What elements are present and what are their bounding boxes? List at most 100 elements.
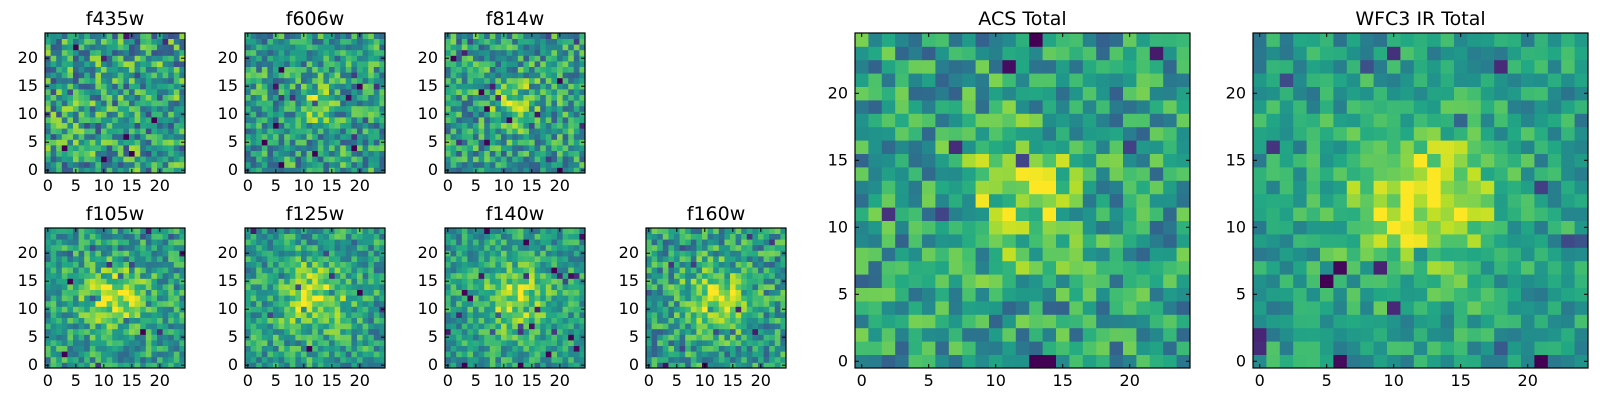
heatmap-cell — [1029, 274, 1043, 288]
heatmap-cell — [84, 72, 91, 79]
heatmap-cell — [151, 256, 158, 262]
heatmap-cell — [506, 89, 513, 95]
heatmap-cell — [484, 323, 491, 330]
heatmap-cell — [117, 356, 124, 363]
heatmap-cell — [89, 100, 96, 107]
heatmap-cell — [707, 228, 714, 234]
heatmap-cell — [295, 66, 302, 73]
heatmap-cell — [724, 244, 731, 251]
heatmap-cell — [306, 49, 313, 56]
heatmap-cell — [351, 139, 358, 146]
heatmap-cell — [351, 272, 358, 279]
heatmap-cell — [340, 267, 347, 274]
y-tick-label: 20 — [18, 48, 38, 67]
heatmap-cell — [134, 284, 141, 290]
heatmap-cell — [1029, 314, 1043, 329]
heatmap-cell — [278, 295, 285, 302]
heatmap-cell — [763, 317, 770, 324]
heatmap-cell — [484, 38, 491, 45]
heatmap-cell — [696, 261, 703, 268]
heatmap-cell — [523, 117, 530, 123]
heatmap-cells — [445, 33, 586, 174]
heatmap-cell — [323, 340, 330, 346]
heatmap-cell — [484, 55, 491, 62]
heatmap-cell — [129, 128, 135, 135]
heatmap-cell — [461, 284, 468, 290]
heatmap-cell — [467, 44, 474, 51]
heatmap-cell — [573, 44, 580, 51]
heatmap-cell — [702, 261, 708, 268]
heatmap-cell — [78, 289, 85, 296]
heatmap-cell — [657, 295, 664, 302]
heatmap-cell — [758, 295, 764, 302]
heatmap-cell — [261, 295, 268, 302]
heatmap-cell — [461, 100, 468, 107]
heatmap-cell — [707, 340, 714, 346]
heatmap-cell — [256, 156, 263, 163]
heatmap-cell — [250, 228, 257, 234]
heatmap-cell — [545, 44, 552, 51]
heatmap-cell — [357, 284, 363, 290]
heatmap-cell — [351, 77, 358, 84]
heatmap-cell — [456, 328, 463, 335]
heatmap-cell — [317, 345, 324, 352]
heatmap-cell — [168, 66, 175, 73]
heatmap-cell — [534, 133, 541, 140]
heatmap-cell — [501, 233, 507, 240]
heatmap-cell — [173, 44, 180, 51]
heatmap-cell — [730, 356, 736, 363]
heatmap-cell — [512, 334, 519, 341]
heatmap-cell — [145, 356, 152, 363]
heatmap-cell — [495, 167, 502, 174]
heatmap-cell — [774, 250, 781, 257]
heatmap-cell — [329, 139, 335, 146]
heatmap-cell — [752, 289, 759, 296]
heatmap-cell — [478, 49, 485, 56]
heatmap-cell — [373, 33, 380, 39]
heatmap-cell — [512, 362, 519, 369]
heatmap-cell — [340, 244, 347, 251]
heatmap-cell — [373, 328, 380, 335]
heatmap-cell — [145, 256, 152, 262]
heatmap-cell — [1136, 301, 1151, 315]
heatmap-cell — [289, 323, 296, 330]
heatmap-cell — [746, 323, 753, 330]
heatmap-cell — [168, 156, 175, 163]
heatmap-cell — [529, 267, 535, 274]
heatmap-cell — [368, 133, 375, 140]
heatmap-cell — [351, 133, 358, 140]
heatmap-cell — [741, 306, 748, 313]
heatmap-cell — [1069, 247, 1084, 262]
heatmap-cell — [278, 128, 285, 135]
heatmap-cell — [134, 111, 141, 118]
heatmap-cell — [134, 150, 141, 157]
heatmap-cell — [501, 278, 507, 285]
heatmap-cell — [89, 328, 96, 335]
heatmap-cell — [173, 89, 180, 95]
heatmap-cell — [975, 234, 990, 248]
heatmap-cell — [323, 362, 330, 369]
heatmap-cell — [467, 340, 474, 346]
heatmap-cell — [261, 345, 268, 352]
heatmap-cell — [1002, 260, 1017, 275]
heatmap-cell — [461, 356, 468, 363]
heatmap-cell — [962, 220, 976, 235]
heatmap-cell — [758, 244, 764, 251]
heatmap-cell — [117, 300, 124, 307]
heatmap-cell — [1056, 301, 1070, 315]
heatmap-cell — [173, 156, 180, 163]
heatmap-cell — [295, 239, 302, 246]
heatmap-cell — [735, 345, 742, 352]
heatmap-cell — [245, 156, 251, 163]
heatmap-cell — [735, 328, 742, 335]
heatmap-cell — [106, 328, 113, 335]
heatmap-cell — [746, 340, 753, 346]
heatmap-cell — [179, 300, 186, 307]
heatmap-cell — [61, 317, 68, 324]
heatmap-cell — [707, 312, 714, 318]
heatmap-cell — [685, 351, 692, 358]
heatmap-cell — [78, 111, 85, 118]
heatmap-cell — [774, 228, 781, 234]
heatmap-cell — [273, 334, 279, 341]
heatmap-cell — [456, 44, 463, 51]
